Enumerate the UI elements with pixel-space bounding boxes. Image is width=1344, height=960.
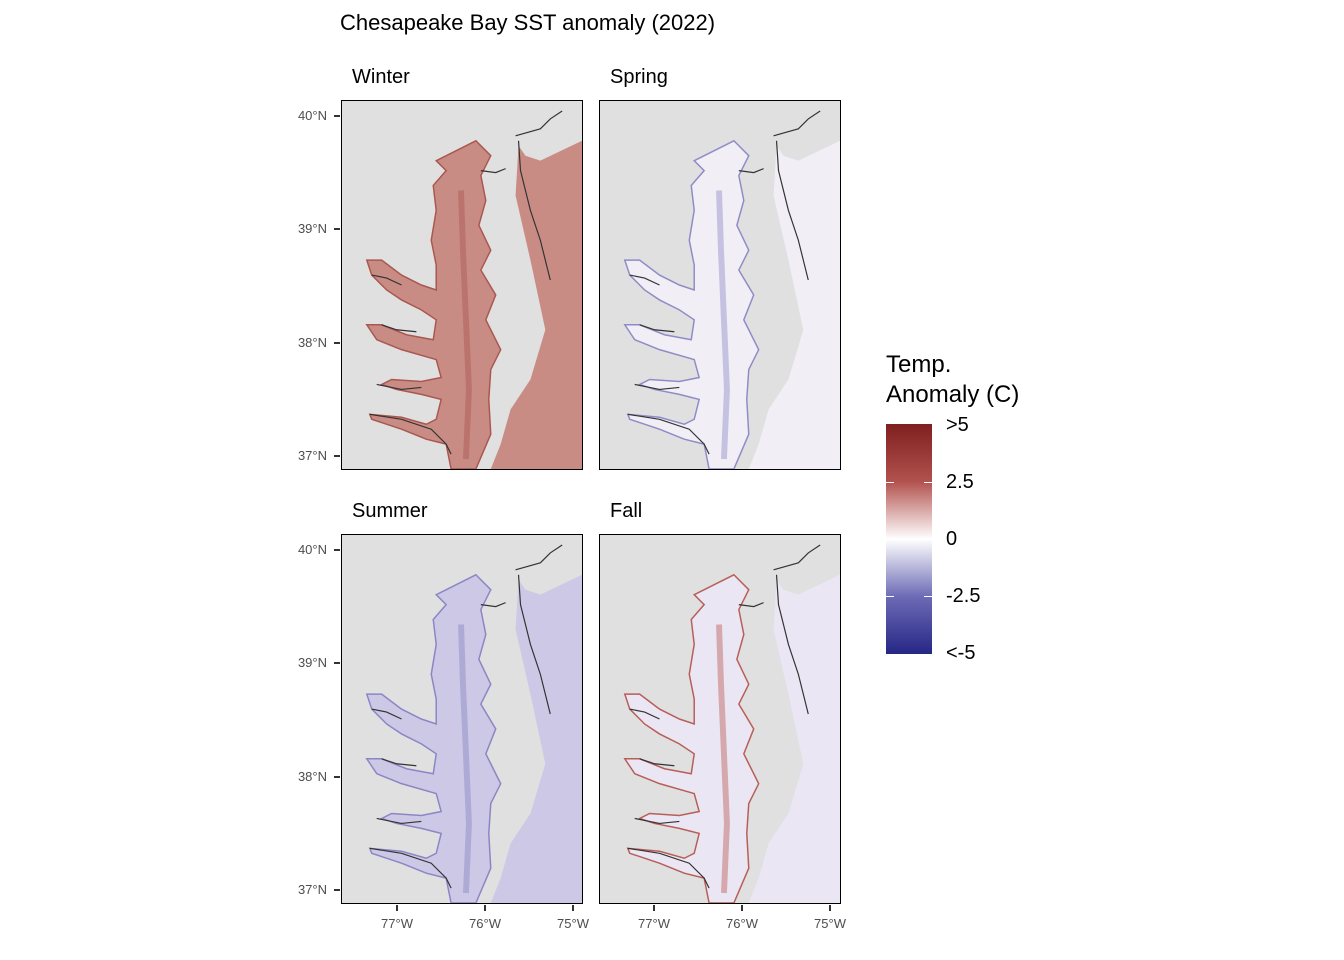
x-tick [484, 905, 486, 911]
bay-anomaly-area [365, 573, 502, 903]
coastline [371, 274, 402, 286]
y-tick [334, 342, 340, 344]
legend-tick [886, 539, 894, 540]
legend-label: <-5 [946, 642, 976, 664]
coastline [738, 602, 764, 608]
figure-title: Chesapeake Bay SST anomaly (2022) [340, 10, 716, 35]
coastline [627, 847, 710, 889]
x-tick-label: 77°W [381, 916, 413, 931]
legend-tick [886, 596, 894, 597]
facet-label-fall: Fall [610, 500, 643, 522]
bay-anomaly-area [623, 573, 760, 903]
bay-channel-anomaly [716, 190, 730, 460]
coastline [480, 602, 506, 608]
bay-channel-anomaly [458, 190, 472, 460]
y-tick [334, 115, 340, 117]
legend-title-line1: Temp. [886, 351, 952, 378]
coastline [369, 413, 452, 455]
coastline [773, 110, 821, 137]
bay-map-summer [365, 544, 582, 903]
y-tick-label: 38°N [297, 769, 327, 784]
x-tick-label: 75°W [557, 916, 589, 931]
facet-label-spring: Spring [610, 66, 668, 88]
map-panel-fall [599, 534, 841, 904]
coastline [369, 847, 452, 889]
legend-label: -2.5 [946, 585, 981, 607]
coastline [517, 574, 551, 715]
bay-anomaly-area [623, 139, 760, 469]
map-panel-spring [599, 100, 841, 470]
ocean-anomaly-area [748, 140, 840, 469]
y-tick-label: 38°N [297, 335, 327, 350]
y-tick [334, 228, 340, 230]
coastline [639, 324, 675, 333]
bay-map-fall [623, 544, 840, 903]
coastline [634, 383, 680, 391]
bay-map-spring [623, 110, 840, 469]
x-tick [572, 905, 574, 911]
x-tick-label: 75°W [814, 916, 846, 931]
x-tick [653, 905, 655, 911]
y-tick-label: 40°N [297, 108, 327, 123]
legend-label: >5 [946, 414, 969, 436]
coastline [376, 817, 422, 825]
x-tick-label: 77°W [638, 916, 670, 931]
ocean-anomaly-area [490, 574, 582, 903]
x-tick-label: 76°W [469, 916, 501, 931]
facet-label-winter: Winter [352, 66, 410, 88]
y-tick [334, 662, 340, 664]
coastline [517, 140, 551, 281]
coastline [738, 168, 764, 174]
coastline [376, 383, 422, 391]
y-tick-label: 39°N [297, 221, 327, 236]
coastline [634, 817, 680, 825]
coastline [639, 758, 675, 767]
y-tick-label: 37°N [297, 882, 327, 897]
coastline [371, 708, 402, 720]
legend-tick [924, 596, 932, 597]
legend-label: 2.5 [946, 471, 974, 493]
legend-label: 0 [946, 528, 958, 550]
coastline [775, 574, 809, 715]
coastline [629, 708, 660, 720]
legend-tick [924, 482, 932, 483]
legend-tick [886, 482, 894, 483]
map-panel-summer [341, 534, 583, 904]
ocean-anomaly-area [490, 140, 582, 469]
coastline [515, 544, 563, 571]
coastline [381, 324, 417, 333]
map-panel-winter [341, 100, 583, 470]
y-tick-label: 37°N [297, 448, 327, 463]
legend-title-line2: Anomaly (C) [886, 381, 1020, 408]
coastline [381, 758, 417, 767]
y-tick-label: 40°N [297, 542, 327, 557]
coastline [627, 413, 710, 455]
coastline [773, 544, 821, 571]
y-tick-label: 39°N [297, 655, 327, 670]
x-tick-label: 76°W [726, 916, 758, 931]
x-tick [829, 905, 831, 911]
ocean-anomaly-area [748, 574, 840, 903]
legend-title: Temp. Anomaly (C) [886, 350, 1019, 410]
facet-label-summer: Summer [352, 500, 428, 522]
y-tick [334, 549, 340, 551]
coastline [629, 274, 660, 286]
y-tick [334, 889, 340, 891]
coastline [515, 110, 563, 137]
y-tick [334, 455, 340, 457]
bay-anomaly-area [365, 139, 502, 469]
coastline [775, 140, 809, 281]
y-tick [334, 776, 340, 778]
bay-map-winter [365, 110, 582, 469]
coastline [480, 168, 506, 174]
legend-tick [924, 539, 932, 540]
x-tick [396, 905, 398, 911]
bay-channel-anomaly [716, 624, 730, 894]
bay-channel-anomaly [458, 624, 472, 894]
x-tick [741, 905, 743, 911]
